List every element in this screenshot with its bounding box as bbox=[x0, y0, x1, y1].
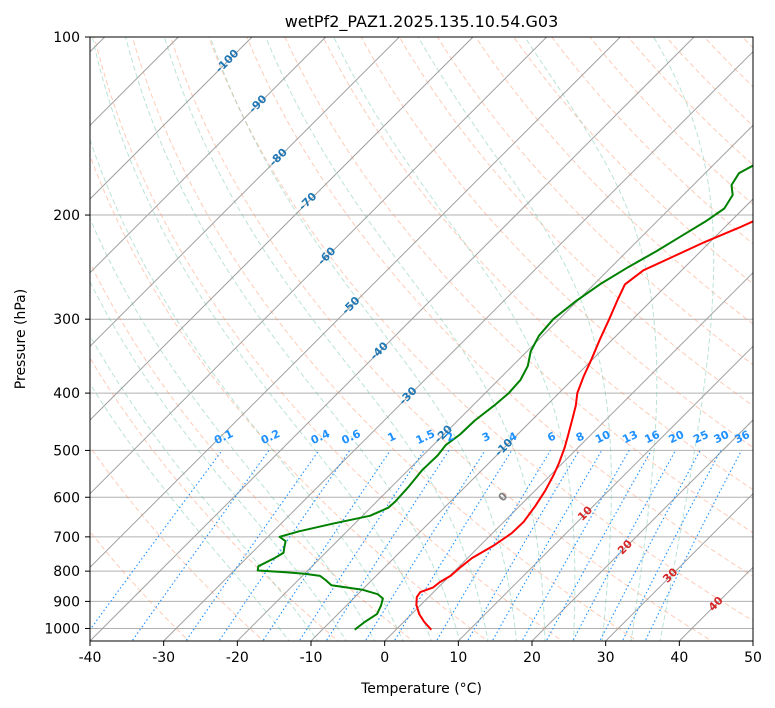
y-tick-label: 400 bbox=[53, 386, 80, 402]
mixing-ratio-line bbox=[90, 450, 223, 631]
isotherm-line bbox=[90, 37, 474, 421]
y-tick-label: 900 bbox=[53, 594, 80, 610]
isotherm-line bbox=[90, 37, 400, 348]
temperature-line bbox=[415, 220, 753, 631]
dry-adiabat bbox=[90, 530, 190, 641]
moist-adiabat bbox=[333, 37, 576, 641]
dry-adiabat bbox=[322, 37, 753, 491]
dry-adiabat bbox=[90, 445, 265, 641]
isotherm-line bbox=[531, 419, 753, 641]
isotherm-line bbox=[90, 37, 327, 274]
isotherm-line bbox=[457, 345, 753, 641]
x-axis-title: Temperature (°C) bbox=[360, 681, 482, 697]
moist-adiabat bbox=[90, 382, 290, 641]
isotherm-line bbox=[90, 37, 695, 641]
moist-adiabat bbox=[653, 37, 715, 641]
dewpoint-line bbox=[256, 164, 753, 631]
mixing-ratio-line bbox=[185, 450, 320, 641]
mixing-ratio-label: 16 bbox=[642, 428, 662, 446]
x-tick-label: 50 bbox=[744, 650, 762, 666]
mixing-ratio-label: 25 bbox=[691, 428, 710, 446]
x-tick-label: -40 bbox=[79, 650, 102, 666]
mixing-ratio-line bbox=[393, 450, 513, 641]
mixing-ratio-line bbox=[218, 450, 351, 641]
x-tick-label: 0 bbox=[380, 650, 389, 666]
x-tick-label: 30 bbox=[597, 650, 615, 666]
y-tick-label: 1000 bbox=[44, 621, 80, 637]
mixing-ratio-label: 10 bbox=[593, 428, 613, 446]
profile-lines bbox=[256, 164, 753, 631]
dry-adiabat bbox=[131, 37, 638, 641]
isotherm-line bbox=[605, 492, 753, 641]
mixing-ratio-line bbox=[298, 450, 425, 641]
y-tick-label: 300 bbox=[53, 312, 80, 328]
x-tick-label: 20 bbox=[523, 650, 541, 666]
mixing-ratio-line bbox=[262, 450, 391, 641]
moist-adiabat bbox=[163, 37, 489, 641]
isotherm-line bbox=[90, 37, 253, 200]
x-tick-label: 40 bbox=[670, 650, 688, 666]
moist-adiabat bbox=[125, 37, 461, 641]
dry-adiabat bbox=[360, 37, 753, 449]
isotherm-line bbox=[384, 271, 753, 641]
moist-adiabat bbox=[209, 37, 518, 641]
dry-adiabat bbox=[475, 37, 753, 325]
mixing-ratio-line bbox=[435, 450, 552, 641]
x-tick-label: -10 bbox=[300, 650, 323, 666]
mixing-ratio-line bbox=[325, 450, 450, 641]
dry-adiabat bbox=[398, 37, 753, 407]
chart-title: wetPf2_PAZ1.2025.135.10.54.G03 bbox=[285, 12, 559, 32]
mixing-ratio-line bbox=[572, 450, 676, 641]
moist-adiabat bbox=[91, 37, 432, 641]
isotherm-line bbox=[310, 198, 753, 641]
plot-frame bbox=[89, 36, 754, 642]
mixing-ratio-label: 36 bbox=[733, 428, 753, 446]
isotherm-line bbox=[752, 640, 753, 641]
isotherm-line bbox=[90, 37, 621, 569]
y-tick-label: 800 bbox=[53, 564, 80, 580]
mixing-ratio-line bbox=[545, 450, 652, 641]
dry-adiabat bbox=[90, 261, 414, 641]
mixing-ratio-line bbox=[131, 450, 270, 641]
dry-adiabat bbox=[208, 37, 753, 622]
y-tick-label: 200 bbox=[53, 208, 80, 224]
y-axis-title: Pressure (hPa) bbox=[13, 289, 29, 389]
mixing-ratio-line bbox=[364, 450, 486, 641]
dry-adiabat bbox=[170, 37, 713, 641]
axes: -40 -30 -20 -10 0 10 20 30 40 50 1000 900 800 700 600 5… bbox=[44, 30, 762, 666]
plot-background bbox=[90, 37, 753, 641]
moist-adiabat bbox=[265, 37, 546, 641]
y-tick-label: 100 bbox=[53, 30, 80, 46]
y-tick-label: 500 bbox=[53, 443, 80, 459]
moist-adiabat bbox=[90, 334, 319, 641]
y-tick-label: 600 bbox=[53, 490, 80, 506]
y-tick-label: 700 bbox=[53, 530, 80, 546]
isotherm-line bbox=[236, 124, 753, 641]
mixing-ratio-line bbox=[621, 450, 722, 641]
mixing-ratio-label: 30 bbox=[712, 428, 732, 446]
isotherm-line bbox=[90, 37, 548, 495]
mixing-ratio-label: 13 bbox=[620, 428, 639, 446]
x-tick-label: -30 bbox=[152, 650, 175, 666]
dry-adiabat bbox=[90, 154, 489, 641]
x-tick-label: 10 bbox=[449, 650, 467, 666]
background-lines bbox=[90, 37, 753, 641]
mixing-ratio-label: 20 bbox=[667, 428, 687, 446]
moist-adiabat bbox=[524, 37, 658, 641]
x-tick-label: -20 bbox=[226, 650, 249, 666]
mixing-ratio-line bbox=[466, 450, 580, 641]
mixing-ratio-line bbox=[599, 450, 701, 641]
dry-adiabat bbox=[284, 37, 753, 534]
isotherm-line bbox=[163, 50, 753, 641]
